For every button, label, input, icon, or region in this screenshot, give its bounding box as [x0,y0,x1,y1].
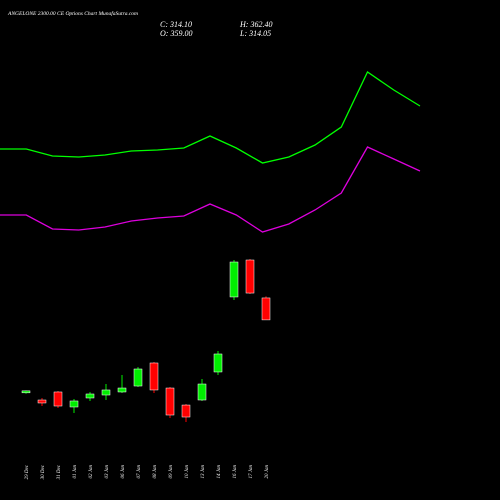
chart-title: ANGELONE 2300.00 CE Options Chart Munafa… [7,10,138,17]
candle-body [213,353,223,373]
candle-body [149,362,159,391]
header-low: L: 314.05 [239,29,271,38]
line [0,146,421,233]
candle-body [133,368,143,387]
x-tick-label: 02 Jan [89,465,94,479]
x-tick-label: 13 Jan [201,465,206,479]
x-tick-label: 03 Jan [105,465,110,479]
x-tick-label: 10 Jan [185,465,190,479]
candle-body [245,259,255,294]
x-tick-label: 08 Jan [153,465,158,479]
candle-body [181,404,191,418]
candle-body [21,390,31,394]
x-tick-label: 06 Jan [121,465,126,479]
x-tick-label: 07 Jan [137,465,142,479]
candle-body [85,393,95,399]
candle-body [197,383,207,401]
candle-body [101,389,111,396]
candle-body [53,391,63,407]
x-tick-label: 17 Jan [249,465,254,479]
candle-body [37,399,47,404]
header-open: O: 359.00 [160,29,192,38]
header-high: H: 362.40 [239,20,272,29]
x-tick-label: 30 Dec [41,464,46,479]
x-tick-label: 14 Jan [217,465,222,479]
candle-body [117,387,127,393]
x-tick-label: 09 Jan [169,465,174,479]
line [0,71,421,164]
candle-body [261,297,271,321]
x-tick-label: 29 Dec [25,464,30,479]
x-tick-label: 01 Jan [73,465,78,479]
x-tick-label: 20 Jan [265,465,270,479]
header-close: C: 314.10 [160,20,192,29]
x-tick-label: 31 Dec [57,464,62,479]
x-tick-label: 16 Jan [233,465,238,479]
candle-body [165,387,175,416]
candle-body [69,400,79,408]
candle-body [229,261,239,298]
